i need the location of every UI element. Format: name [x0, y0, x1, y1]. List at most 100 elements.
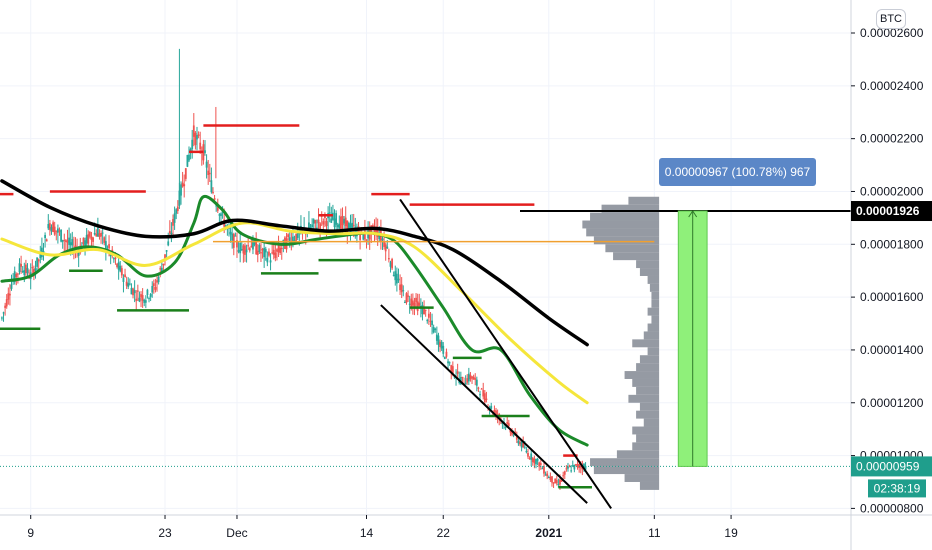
candle-body	[426, 319, 429, 322]
volume-profile-bar	[647, 323, 660, 332]
candle-body	[148, 298, 150, 300]
candle-body	[204, 150, 206, 153]
candle-body	[144, 300, 147, 303]
volume-profile-bar	[616, 450, 660, 459]
candle-body	[242, 245, 245, 254]
candle-body	[93, 232, 96, 235]
candle-body	[335, 213, 338, 225]
candle-body	[239, 242, 242, 254]
volume-profile-bar	[632, 339, 660, 348]
candle-body	[365, 239, 368, 241]
candle-body	[261, 248, 264, 251]
volume-profile-bar	[628, 394, 660, 403]
candle-body	[483, 393, 486, 403]
candle-body	[348, 222, 350, 231]
candle-body	[181, 182, 184, 187]
candle-body	[322, 221, 325, 225]
candle-body	[212, 191, 214, 193]
measure-tool[interactable]: 0.00000967 (100.78%) 967	[659, 158, 816, 467]
candle-body	[584, 465, 587, 470]
volume-profile-bar	[636, 410, 660, 419]
candle-body	[90, 236, 93, 240]
price-axis[interactable]: 0.000008000.000010000.000012000.00001400…	[851, 26, 924, 515]
candle-body	[562, 475, 565, 477]
candle-body	[199, 142, 202, 150]
candle-body	[431, 320, 433, 326]
candle-body	[461, 376, 464, 379]
candle-body	[515, 435, 518, 440]
candle-body	[293, 240, 296, 242]
grid	[0, 0, 851, 515]
candle-body	[39, 252, 42, 259]
candle-body	[560, 480, 563, 482]
candle-body	[389, 262, 392, 267]
candle-body	[341, 216, 344, 226]
candle-body	[1, 317, 3, 319]
volume-profile-bar	[624, 474, 660, 482]
candle-body	[26, 267, 29, 274]
candle-body	[172, 219, 174, 226]
candle-body	[504, 426, 507, 428]
candle-body	[519, 442, 521, 445]
candle-body	[405, 293, 408, 303]
candle-body	[271, 252, 274, 254]
candle-body	[432, 327, 435, 333]
candle-body	[445, 351, 448, 357]
candle-body	[244, 245, 246, 255]
candle-body	[192, 125, 195, 137]
candle-body	[18, 263, 21, 273]
candle-body	[583, 463, 585, 469]
candle-body	[186, 154, 189, 167]
candle-body	[309, 226, 312, 229]
candle-body	[469, 374, 472, 380]
volume-profile-bar	[639, 268, 660, 276]
candle-body	[512, 434, 515, 436]
candle-body	[336, 224, 339, 227]
candle-body	[61, 240, 64, 242]
last-price-badge	[851, 456, 932, 477]
candle-body	[60, 229, 62, 242]
candle-body	[471, 376, 473, 379]
volume-profile-bar	[636, 363, 660, 372]
candle-body	[277, 244, 280, 253]
candle-body	[136, 290, 139, 292]
candle-body	[88, 231, 91, 237]
candle-body	[413, 302, 416, 308]
candle-body	[538, 462, 541, 467]
candle-body	[92, 237, 94, 242]
candle-body	[240, 249, 243, 251]
candle-body	[292, 236, 294, 242]
candle-body	[421, 305, 424, 315]
candle-body	[101, 232, 104, 234]
volume-profile-bar	[632, 378, 660, 387]
candle-body	[117, 262, 120, 270]
candle-body	[135, 298, 138, 301]
candle-body	[175, 209, 178, 214]
candle-body	[407, 295, 409, 297]
candle-body	[392, 274, 395, 276]
currency-badge[interactable]: BTC	[876, 9, 906, 29]
candle-body	[325, 221, 328, 227]
candle-body	[165, 250, 168, 252]
volume-profile-bar	[651, 299, 660, 308]
volume-profile-bar	[636, 434, 660, 443]
candle-body	[464, 382, 467, 385]
y-tick-label: 0.00002400	[860, 79, 924, 93]
candle-body	[84, 240, 86, 248]
time-axis[interactable]: 9 23 Dec 14 22 2021 11 19	[27, 515, 738, 540]
candle-body	[269, 260, 272, 263]
candle-body	[55, 230, 58, 232]
x-tick-label: 19	[724, 526, 738, 540]
candle-body	[410, 298, 413, 307]
candle-body	[119, 265, 122, 272]
candle-body	[450, 365, 453, 372]
candle-body	[570, 470, 573, 472]
descending-channel	[380, 198, 612, 509]
candle-body	[266, 257, 269, 263]
candle-body	[264, 248, 267, 253]
candle-body	[44, 235, 46, 239]
candle-body	[96, 227, 99, 237]
volume-profile-bar	[649, 283, 660, 292]
candle-body	[466, 378, 469, 383]
